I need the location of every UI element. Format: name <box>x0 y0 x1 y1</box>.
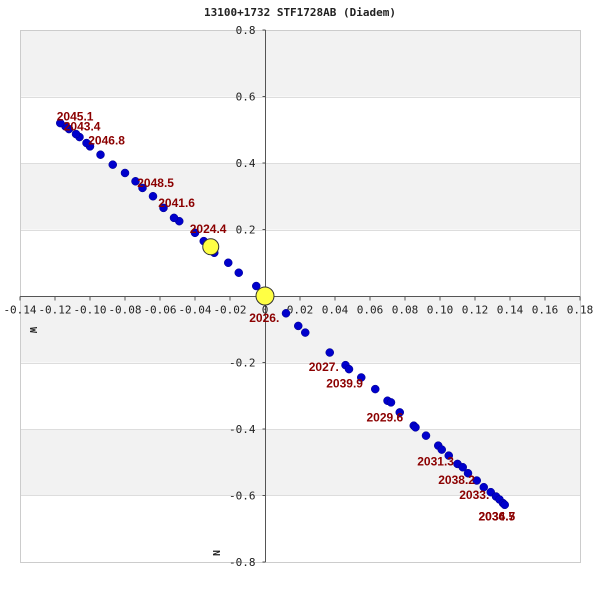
y-tick-label: -0.4 <box>229 423 256 436</box>
epoch-label: 2026. <box>249 311 279 325</box>
background-band <box>20 429 580 496</box>
epoch-label: 2027. <box>309 360 339 374</box>
x-tick-label: -0.14 <box>3 304 36 317</box>
x-tick-label: 0.10 <box>427 304 454 317</box>
x-tick-label: 0.16 <box>532 304 559 317</box>
x-tick-label: -0.10 <box>73 304 106 317</box>
data-point <box>472 476 481 485</box>
y-tick-label: -0.8 <box>229 556 256 569</box>
y-tick-label: -0.2 <box>229 357 256 370</box>
data-point <box>437 445 446 454</box>
y-tick-labels: 0.8 0.6 0.4 0.2 -0.2 -0.4 -0.6 -0.8 <box>229 24 256 569</box>
data-point <box>357 373 366 382</box>
x-tick-label: 0.02 <box>287 304 314 317</box>
background-band <box>20 30 580 97</box>
x-tick-label: -0.12 <box>38 304 71 317</box>
chart-title: 13100+1732 STF1728AB (Diadem) <box>204 6 396 19</box>
x-tick-label: 0.06 <box>357 304 384 317</box>
data-point <box>131 177 140 186</box>
background-bands <box>20 30 580 496</box>
x-tick-label: -0.02 <box>213 304 246 317</box>
data-point <box>463 468 473 478</box>
data-point <box>138 183 147 193</box>
x-tick-labels: -0.14 -0.12 -0.10 -0.08 -0.06 -0.04 -0.02 0 0.02… <box>3 304 593 317</box>
direction-label-north: N <box>212 550 223 556</box>
data-point <box>386 398 396 407</box>
data-point <box>96 150 105 159</box>
x-tick-label: 0.12 <box>462 304 489 317</box>
data-point <box>190 228 200 238</box>
y-tick-label: 0.8 <box>236 24 256 37</box>
background-band <box>20 163 580 230</box>
epoch-label: 2034.7 <box>479 509 516 523</box>
data-point <box>281 309 291 318</box>
x-tick-label: 0.14 <box>497 304 524 317</box>
data-point <box>159 203 168 213</box>
data-point <box>500 500 509 510</box>
data-point <box>325 348 334 357</box>
x-tick-label: 0.04 <box>322 304 349 317</box>
epoch-label: 2046.8 <box>88 133 125 147</box>
data-point <box>148 192 158 201</box>
position-marker <box>255 286 275 306</box>
data-point <box>444 451 453 460</box>
position-marker <box>202 238 220 256</box>
epoch-label: 2029.6 <box>367 411 404 425</box>
data-point <box>421 431 431 440</box>
x-tick-label: -0.04 <box>178 304 211 317</box>
direction-label-west: W <box>27 327 38 334</box>
data-point <box>411 423 420 432</box>
data-point <box>395 408 404 417</box>
x-tick-label: 0 <box>262 304 269 317</box>
data-point <box>108 160 117 169</box>
epoch-label: 2024.4 <box>190 222 227 236</box>
data-point <box>344 364 354 374</box>
data-points <box>56 118 509 510</box>
epoch-label: 2039.9 <box>326 376 363 390</box>
y-tick-label: -0.6 <box>229 490 256 503</box>
data-point <box>371 384 380 394</box>
data-point <box>82 138 91 148</box>
y-tick-label: 0.2 <box>236 224 256 237</box>
y-tick-label: 0.4 <box>236 157 256 170</box>
data-point <box>479 482 488 492</box>
epoch-label: 2033. <box>459 488 489 502</box>
epoch-label: 2038.2 <box>438 473 475 487</box>
data-point <box>252 281 261 291</box>
x-tick-label: -0.06 <box>143 304 176 317</box>
x-tick-label: 0.18 <box>567 304 594 317</box>
data-point <box>169 213 179 223</box>
data-point <box>120 168 130 178</box>
epoch-label: 2045.1 <box>57 109 94 123</box>
position-markers <box>202 238 275 306</box>
data-point <box>224 258 233 267</box>
data-point <box>71 129 81 139</box>
epoch-label: 2043.4 <box>64 119 101 133</box>
data-point <box>458 462 467 472</box>
data-point <box>301 328 310 337</box>
epoch-label: 2036.5 <box>479 509 516 523</box>
data-point <box>294 321 303 331</box>
data-point <box>56 118 65 128</box>
x-tick-label: -0.08 <box>108 304 141 317</box>
data-point <box>234 268 243 277</box>
epoch-label: 2048.5 <box>137 176 174 190</box>
x-tick-label: 0.08 <box>392 304 419 317</box>
epoch-label: 2031.3 <box>417 455 454 469</box>
y-tick-label: 0.6 <box>236 91 256 104</box>
epoch-label: 2041.6 <box>158 196 195 210</box>
